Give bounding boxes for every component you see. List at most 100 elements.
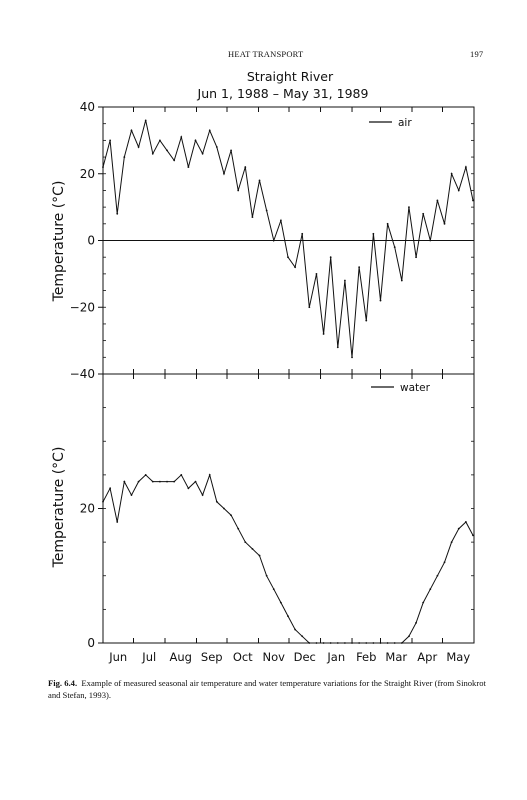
air-data-point [208, 129, 211, 132]
water-series-line [102, 473, 474, 644]
air-data-point [287, 256, 289, 259]
month-label: Nov [263, 650, 286, 664]
water-y-tick-label: 20 [80, 502, 95, 516]
air-y-tick-label: 20 [80, 167, 95, 181]
water-panel-frame [102, 373, 475, 644]
water-data-point [443, 561, 446, 564]
water-data-point [223, 507, 225, 510]
chart-subtitle: Jun 1, 1988 – May 31, 1989 [197, 86, 369, 101]
air-data-point [187, 166, 190, 168]
water-data-point [400, 642, 403, 644]
air-data-point [450, 172, 453, 175]
month-label: May [446, 650, 470, 664]
water-data-point [351, 642, 353, 644]
air-data-point [109, 139, 112, 142]
air-data-point [436, 199, 439, 202]
air-data-point [102, 166, 104, 168]
air-data-point [365, 319, 368, 322]
air-data-point [379, 299, 382, 302]
water-data-point [151, 480, 154, 483]
water-y-axis-label: Temperature (°C) [51, 447, 67, 569]
water-data-point [166, 480, 168, 483]
air-y-axis-label: Temperature (°C) [51, 181, 67, 303]
water-data-point [272, 588, 275, 591]
month-label: Oct [233, 650, 253, 664]
water-data-point [457, 527, 460, 530]
figure-caption-label: Fig. 6.4. [48, 678, 78, 688]
water-data-point [429, 588, 432, 591]
air-data-point [279, 219, 282, 222]
air-data-point [137, 146, 140, 148]
air-data-point [215, 146, 218, 148]
water-data-point [436, 574, 439, 577]
water-data-point [358, 642, 361, 644]
water-data-point [109, 487, 112, 490]
water-data-point [294, 628, 297, 631]
water-data-point [336, 642, 339, 644]
month-label: Sep [201, 650, 223, 664]
water-data-point [173, 480, 176, 483]
water-data-point [258, 554, 261, 557]
water-data-point [265, 574, 268, 577]
water-data-point [472, 534, 474, 537]
air-y-tick-label: −40 [70, 367, 95, 381]
water-data-point [201, 494, 204, 496]
air-data-point [344, 279, 346, 282]
month-label: Dec [294, 650, 316, 664]
chart-title: Straight River [247, 69, 334, 84]
figure-caption: Fig. 6.4. Example of measured seasonal a… [48, 677, 488, 701]
air-y-tick-label: 0 [87, 234, 95, 248]
air-data-point [415, 256, 417, 259]
air-data-point [258, 179, 261, 182]
air-data-point [301, 232, 304, 235]
air-data-point [130, 129, 133, 132]
air-data-point [472, 199, 474, 202]
air-data-point [408, 206, 410, 209]
month-label: Mar [385, 650, 407, 664]
air-data-point [116, 212, 119, 215]
air-data-point [429, 239, 432, 242]
water-data-point [123, 480, 126, 483]
water-data-point [308, 642, 311, 644]
air-data-point [223, 172, 225, 175]
water-data-point [287, 615, 289, 617]
water-data-point [422, 601, 425, 604]
air-data-point [372, 232, 375, 235]
water-data-point [144, 473, 147, 476]
month-label: Jun [108, 650, 127, 664]
air-data-point [336, 346, 339, 349]
air-data-point [400, 279, 403, 282]
water-data-point [137, 480, 140, 483]
air-data-point [322, 333, 325, 335]
air-y-tick-label: −20 [70, 300, 95, 314]
air-data-point [180, 136, 183, 138]
water-data-point [322, 642, 325, 644]
water-data-point [386, 642, 389, 644]
water-data-point [315, 642, 318, 644]
water-data-point [344, 642, 346, 644]
water-data-point [244, 541, 247, 544]
water-data-point [393, 642, 396, 644]
water-data-point [408, 635, 410, 638]
water-legend: water [371, 382, 431, 394]
air-data-point [393, 246, 396, 249]
water-data-point [464, 521, 467, 523]
water-data-point [329, 642, 332, 644]
water-data-point [237, 527, 240, 530]
air-data-point [159, 139, 161, 142]
air-data-point [422, 212, 425, 215]
water-data-point [208, 473, 211, 476]
air-data-point [443, 222, 446, 225]
air-data-point [144, 119, 147, 122]
water-data-point [102, 500, 104, 503]
water-data-point [230, 514, 232, 517]
air-data-point [358, 266, 361, 269]
air-series-line [102, 120, 474, 358]
water-data-point [215, 500, 218, 503]
air-data-point [237, 189, 240, 192]
air-data-point [166, 149, 168, 152]
month-label: Apr [417, 650, 437, 664]
air-data-point [251, 216, 254, 219]
water-data-point [116, 521, 119, 523]
